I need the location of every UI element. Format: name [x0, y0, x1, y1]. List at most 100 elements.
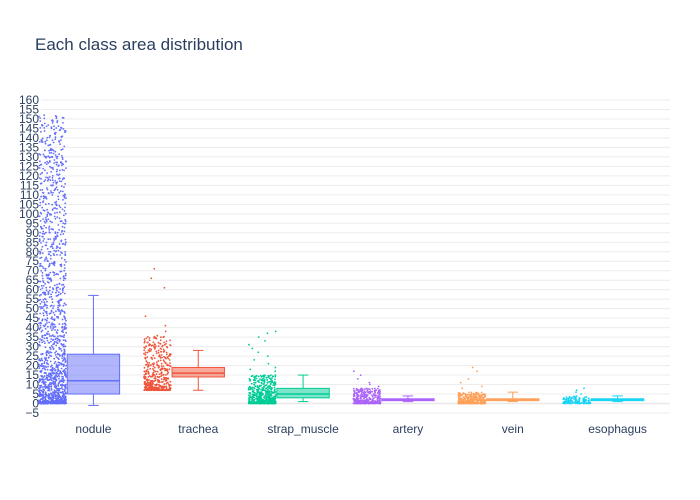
outlier-point — [55, 156, 58, 158]
data-point — [357, 400, 359, 403]
data-point — [39, 252, 42, 255]
data-point — [477, 398, 480, 401]
data-point — [45, 289, 48, 292]
data-point — [46, 314, 48, 317]
data-point — [144, 386, 147, 388]
data-point — [56, 157, 58, 160]
data-point — [156, 334, 159, 337]
data-point — [45, 241, 48, 244]
data-point — [149, 388, 152, 391]
data-point — [268, 390, 271, 392]
outlier-point — [476, 370, 478, 373]
data-point — [148, 362, 151, 364]
data-point — [49, 348, 52, 350]
outlier-point — [63, 269, 66, 272]
data-point — [50, 190, 52, 192]
data-point — [147, 336, 149, 338]
data-point — [40, 264, 42, 267]
y-tick-label: −5 — [25, 406, 39, 420]
data-point — [458, 399, 460, 401]
data-point — [42, 191, 44, 194]
data-point — [41, 124, 44, 127]
data-point — [53, 125, 55, 128]
data-point — [42, 364, 44, 367]
data-point — [484, 393, 486, 396]
data-point — [56, 246, 59, 249]
data-point — [145, 345, 148, 348]
data-point — [38, 177, 41, 179]
data-point — [52, 383, 55, 386]
data-point — [55, 356, 58, 358]
data-point — [47, 357, 50, 359]
data-point — [160, 336, 162, 339]
data-point — [44, 293, 47, 295]
data-point — [154, 343, 156, 346]
data-point — [57, 125, 60, 128]
data-point — [39, 400, 42, 403]
data-point — [39, 189, 42, 191]
data-point — [47, 218, 50, 221]
data-point — [361, 399, 364, 401]
data-point — [48, 333, 50, 335]
data-point — [63, 328, 66, 330]
data-point — [59, 304, 61, 306]
data-point — [43, 238, 45, 240]
data-point — [45, 219, 48, 221]
data-point — [482, 398, 485, 400]
data-point — [145, 369, 148, 372]
data-point — [264, 399, 267, 402]
data-point — [43, 325, 46, 328]
data-point — [374, 402, 377, 404]
data-point — [62, 375, 64, 378]
data-point — [60, 397, 62, 400]
data-point — [44, 179, 47, 181]
data-point — [43, 291, 45, 294]
data-point — [60, 387, 63, 389]
data-point — [64, 251, 67, 253]
data-point — [258, 396, 261, 399]
data-point — [154, 384, 156, 386]
data-point — [169, 387, 172, 390]
data-point — [379, 395, 381, 398]
data-point — [270, 394, 273, 397]
y-tick-label: 75 — [26, 254, 40, 268]
data-point — [54, 284, 56, 287]
data-point — [38, 341, 41, 343]
data-point — [45, 332, 48, 335]
data-point — [62, 392, 64, 394]
data-point — [57, 195, 59, 198]
data-point — [62, 195, 65, 197]
y-tick-label: 90 — [26, 226, 40, 240]
box-artery — [381, 395, 435, 403]
data-point — [53, 400, 55, 402]
data-point — [255, 377, 258, 380]
outlier-point — [575, 389, 578, 392]
data-point — [61, 360, 64, 362]
data-point — [262, 399, 265, 401]
data-point — [43, 383, 45, 385]
data-point — [58, 191, 61, 194]
data-point — [46, 188, 49, 191]
data-point — [56, 342, 59, 345]
data-point — [61, 400, 64, 403]
iqr-box — [276, 387, 330, 399]
data-point — [60, 371, 63, 374]
data-point — [46, 176, 49, 179]
outlier-point — [150, 277, 153, 280]
y-tick-label: 0 — [32, 397, 39, 411]
data-point — [162, 348, 165, 351]
data-point — [43, 130, 46, 132]
x-axis-ticks: nodule trachea strap_muscle artery vein esoph… — [75, 422, 647, 436]
data-point — [152, 374, 155, 377]
data-point — [249, 379, 252, 382]
data-point — [148, 347, 151, 350]
outlier-point — [54, 235, 57, 238]
data-point — [48, 250, 50, 253]
data-point — [51, 177, 54, 179]
data-point — [585, 396, 588, 398]
data-point — [474, 402, 477, 405]
data-point — [41, 318, 44, 321]
data-point — [274, 393, 277, 396]
data-point — [63, 226, 66, 229]
data-point — [61, 190, 64, 193]
